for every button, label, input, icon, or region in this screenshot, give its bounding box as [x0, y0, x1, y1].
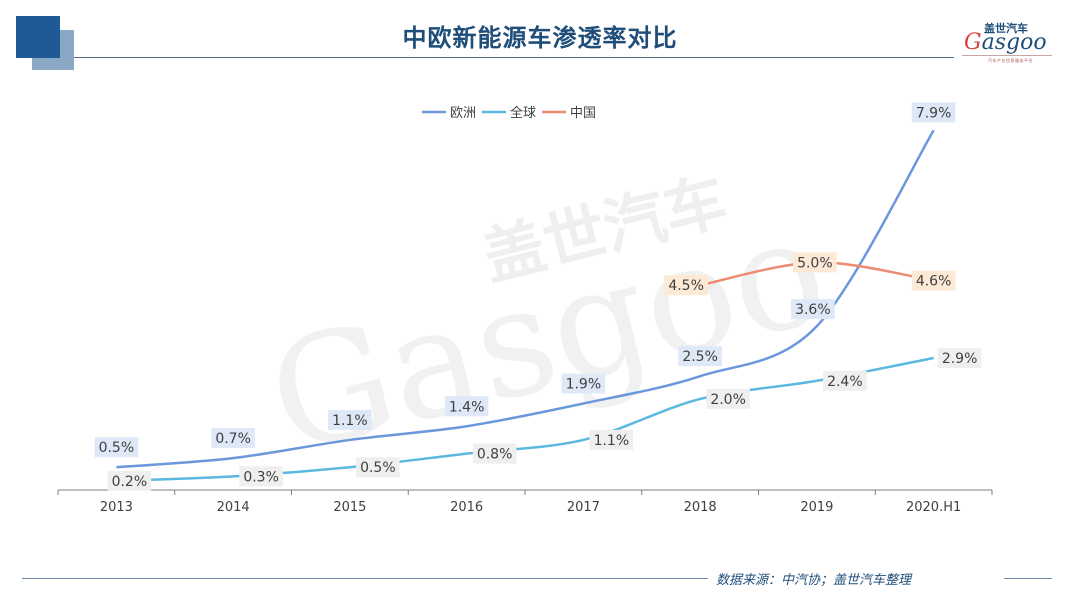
header-divider	[74, 57, 954, 58]
data-label-china-2020.H1: 4.6%	[916, 274, 952, 290]
data-label-china-2019-bg	[793, 252, 837, 273]
data-label-global-2019-bg	[823, 370, 867, 391]
data-label-europe-2013-bg	[94, 437, 139, 458]
x-tick-label-2019: 2019	[800, 500, 833, 515]
legend-label-china: 中国	[570, 106, 596, 121]
data-label-europe-2019: 3.6%	[795, 302, 831, 318]
data-label-global-2020.H1: 2.9%	[942, 351, 978, 367]
data-label-europe-2017-bg	[561, 373, 606, 394]
legend-label-global: 全球	[510, 105, 536, 121]
gasgoo-logo: 盖世汽车 Gasgoo 汽车产业信息服务平台	[958, 20, 1058, 63]
data-label-europe-2018: 2.5%	[682, 349, 718, 365]
data-label-global-2014: 0.3%	[243, 469, 279, 485]
x-tick-label-2016: 2016	[450, 500, 483, 515]
logo-underline	[962, 55, 1052, 56]
data-label-global-2015: 0.5%	[360, 460, 396, 476]
footer-divider-left	[22, 578, 708, 579]
header-decoration-front	[16, 16, 60, 58]
chart-legend: 欧洲 全球 中国	[422, 105, 596, 121]
watermark: 盖世汽车 Gasgoo	[254, 164, 842, 488]
logo-english-text: Gasgoo	[964, 30, 1047, 55]
data-label-global-2017-bg	[589, 429, 634, 450]
data-label-china-2020.H1-bg	[911, 270, 956, 291]
data-label-global-2013-bg	[107, 470, 152, 491]
data-label-europe-2014: 0.7%	[215, 431, 251, 447]
data-label-europe-2014-bg	[211, 428, 255, 449]
data-label-china-2018: 4.5%	[668, 278, 704, 294]
data-source: 数据来源：中汽协；盖世汽车整理	[716, 573, 912, 588]
data-label-global-2020.H1-bg	[937, 348, 982, 368]
data-label-global-2015-bg	[356, 457, 400, 478]
x-axis: 2013 2014 2015 2016 2017 2018 2019 2020.H1	[57, 489, 993, 515]
data-label-europe-2016: 1.4%	[449, 399, 485, 415]
data-label-europe-2018-bg	[678, 346, 722, 367]
data-label-global-2019: 2.4%	[827, 374, 863, 390]
x-tick-label-2015: 2015	[333, 500, 366, 515]
data-label-global-2013: 0.2%	[112, 474, 148, 490]
series-line-europe	[116, 129, 935, 469]
data-label-europe-2015: 1.1%	[332, 413, 368, 429]
x-tick-label-2017: 2017	[567, 500, 600, 515]
data-label-europe-2020.H1: 7.9%	[916, 105, 952, 121]
data-label-global-2018: 2.0%	[710, 392, 746, 408]
data-label-global-2014-bg	[239, 466, 283, 487]
x-tick-label-2014: 2014	[217, 500, 250, 515]
footer-divider-right	[1004, 578, 1052, 579]
page-title: 中欧新能源车渗透率对比	[402, 24, 678, 52]
data-label-europe-2016-bg	[444, 396, 489, 417]
data-label-europe-2020.H1-bg	[911, 102, 956, 123]
data-label-europe-2019-bg	[791, 299, 835, 320]
legend-label-europe: 欧洲	[450, 106, 476, 121]
data-label-global-2018-bg	[706, 388, 750, 409]
data-label-global-2016-bg	[472, 443, 517, 464]
logo-tagline: 汽车产业信息服务平台	[988, 58, 1033, 63]
data-labels: 0.5% 0.7% 1.1% 1.4% 1.9% 2.5% 3.6% 7.9% 0.2% 0.3%…	[94, 102, 982, 491]
data-label-global-2017: 1.1%	[594, 433, 630, 449]
x-tick-label-2020.H1: 2020.H1	[906, 500, 961, 515]
data-label-china-2019: 5.0%	[797, 255, 833, 271]
data-label-europe-2015-bg	[328, 409, 372, 430]
data-label-europe-2017: 1.9%	[566, 377, 602, 393]
logo-chinese-text: 盖世汽车	[984, 22, 1028, 35]
x-tick-label-2013: 2013	[100, 500, 133, 515]
data-label-global-2016: 0.8%	[477, 447, 513, 463]
data-label-europe-2013: 0.5%	[99, 440, 135, 456]
x-tick-label-2018: 2018	[684, 500, 717, 515]
data-label-china-2018-bg	[664, 275, 708, 296]
